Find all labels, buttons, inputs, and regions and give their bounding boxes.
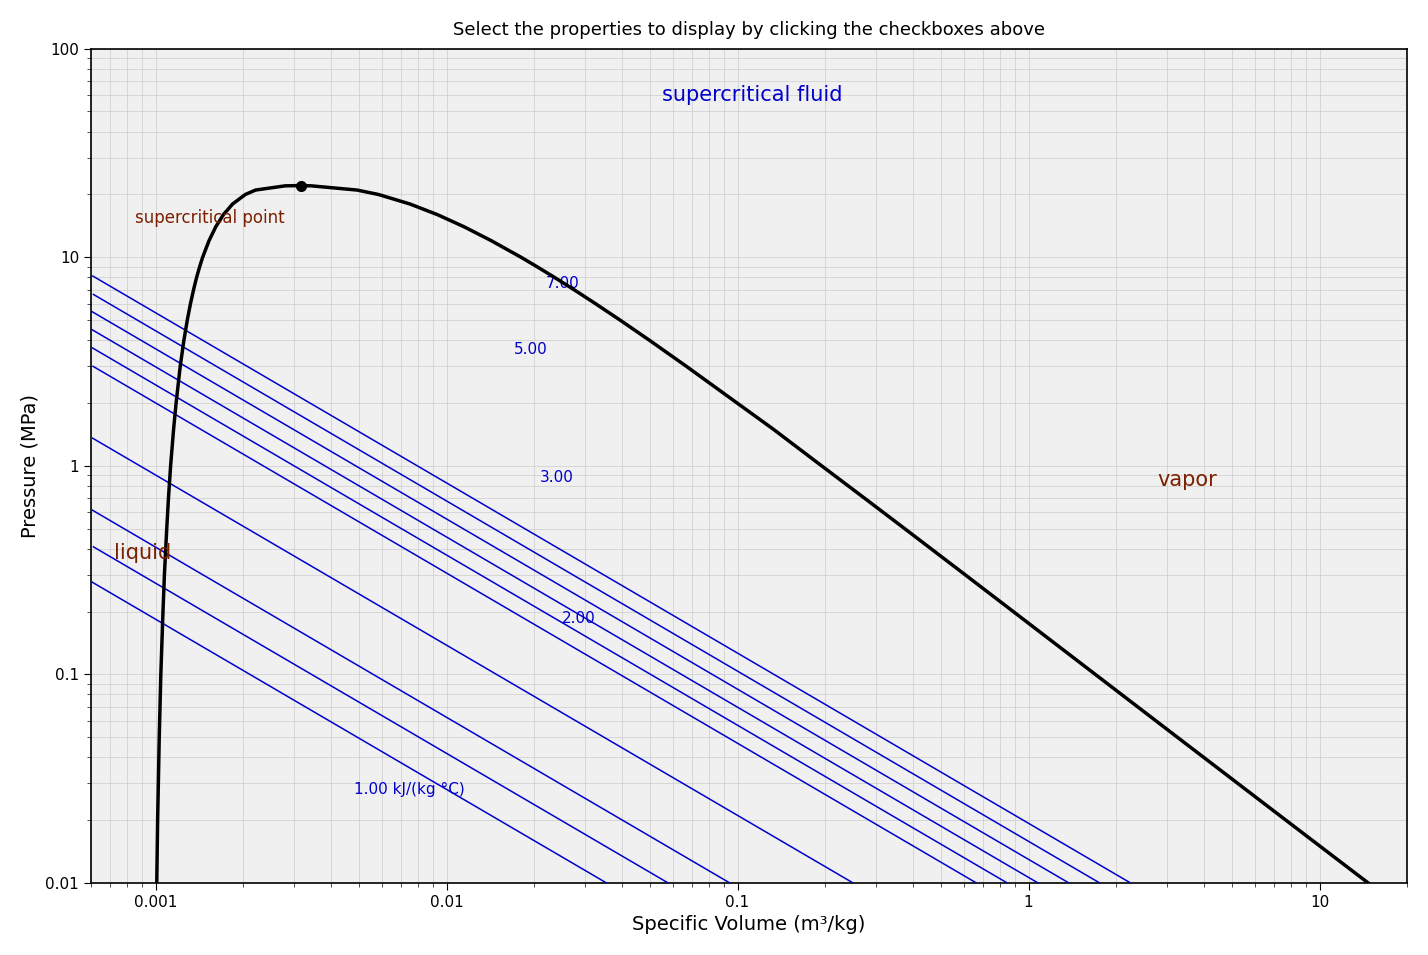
Text: supercritical point: supercritical point (136, 208, 284, 226)
Text: 3.00: 3.00 (540, 470, 574, 485)
Text: 7.00: 7.00 (545, 276, 580, 290)
Text: 2.00: 2.00 (563, 611, 595, 626)
Title: Select the properties to display by clicking the checkboxes above: Select the properties to display by clic… (453, 21, 1045, 39)
X-axis label: Specific Volume (m³/kg): Specific Volume (m³/kg) (633, 915, 865, 934)
Text: 5.00: 5.00 (514, 342, 547, 357)
Text: supercritical fluid: supercritical fluid (663, 85, 843, 105)
Text: liquid: liquid (114, 543, 171, 563)
Text: 1.00 kJ/(kg °C): 1.00 kJ/(kg °C) (354, 782, 464, 797)
Y-axis label: Pressure (MPa): Pressure (MPa) (21, 393, 40, 538)
Text: vapor: vapor (1157, 471, 1217, 491)
